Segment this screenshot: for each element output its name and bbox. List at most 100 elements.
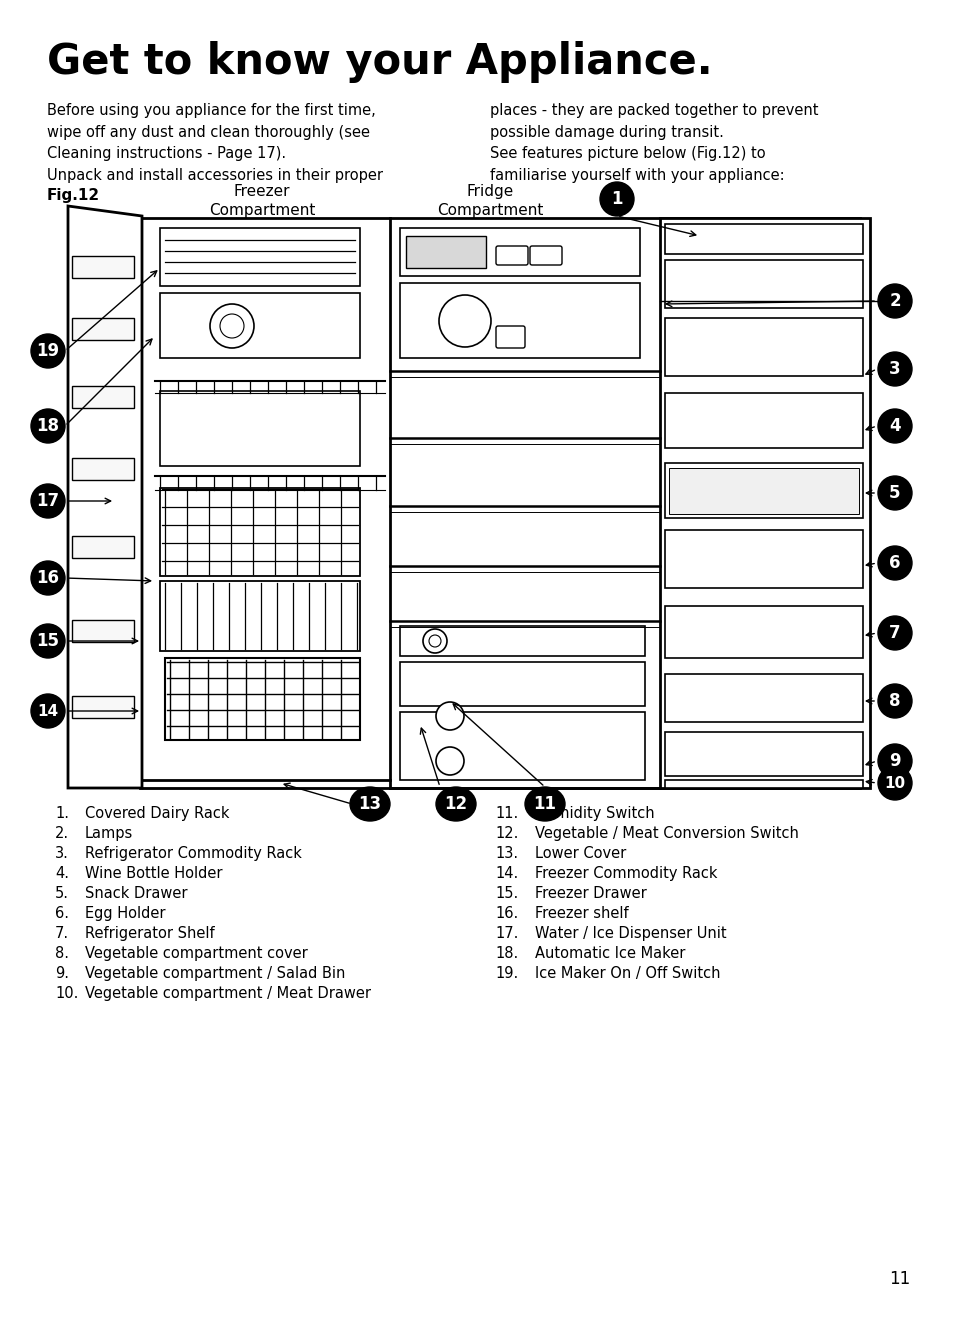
Text: Refrigerator Shelf: Refrigerator Shelf: [85, 926, 214, 941]
FancyBboxPatch shape: [71, 536, 133, 558]
FancyBboxPatch shape: [71, 318, 133, 339]
FancyBboxPatch shape: [664, 318, 862, 375]
Text: places - they are packed together to prevent
possible damage during transit.
See: places - they are packed together to pre…: [490, 103, 818, 183]
Text: 11: 11: [888, 1271, 909, 1288]
Text: 2: 2: [888, 293, 900, 310]
Text: Vegetable / Meat Conversion Switch: Vegetable / Meat Conversion Switch: [535, 826, 798, 840]
Ellipse shape: [350, 787, 390, 822]
FancyBboxPatch shape: [530, 246, 561, 265]
Text: 5.: 5.: [55, 886, 69, 900]
Text: Water / Ice Dispenser Unit: Water / Ice Dispenser Unit: [535, 926, 726, 941]
Circle shape: [429, 635, 440, 647]
Text: 12: 12: [444, 795, 467, 814]
Circle shape: [877, 546, 911, 580]
Text: 3: 3: [888, 359, 900, 378]
Ellipse shape: [524, 787, 564, 822]
Circle shape: [877, 285, 911, 318]
Text: 17: 17: [36, 492, 59, 510]
Text: 13: 13: [358, 795, 381, 814]
Circle shape: [877, 684, 911, 717]
Circle shape: [877, 616, 911, 651]
Circle shape: [30, 334, 65, 367]
FancyBboxPatch shape: [399, 627, 644, 656]
Ellipse shape: [436, 787, 476, 822]
Text: Humidity Switch: Humidity Switch: [535, 806, 654, 822]
Text: 9: 9: [888, 752, 900, 770]
FancyBboxPatch shape: [664, 261, 862, 309]
Text: Lamps: Lamps: [85, 826, 133, 840]
Text: 7: 7: [888, 624, 900, 643]
Text: 13.: 13.: [495, 846, 517, 860]
Text: 7.: 7.: [55, 926, 69, 941]
Text: 10.: 10.: [55, 986, 78, 1001]
Circle shape: [210, 305, 253, 347]
Text: Get to know your Appliance.: Get to know your Appliance.: [47, 41, 712, 83]
Text: 11.: 11.: [495, 806, 517, 822]
Text: 6: 6: [888, 554, 900, 572]
Text: Automatic Ice Maker: Automatic Ice Maker: [535, 946, 684, 961]
Text: Before using you appliance for the first time,
wipe off any dust and clean thoro: Before using you appliance for the first…: [47, 103, 382, 183]
Text: 12.: 12.: [495, 826, 517, 840]
FancyBboxPatch shape: [664, 530, 862, 588]
Circle shape: [436, 747, 463, 775]
Circle shape: [30, 624, 65, 659]
Text: 18: 18: [36, 417, 59, 436]
FancyBboxPatch shape: [71, 696, 133, 717]
Circle shape: [599, 182, 634, 216]
Circle shape: [877, 409, 911, 444]
Text: Vegetable compartment / Salad Bin: Vegetable compartment / Salad Bin: [85, 966, 345, 981]
FancyBboxPatch shape: [399, 663, 644, 705]
Text: Freezer Commodity Rack: Freezer Commodity Rack: [535, 866, 717, 880]
Text: Fridge
Compartment: Fridge Compartment: [436, 184, 542, 218]
Circle shape: [422, 629, 447, 653]
Text: 1: 1: [611, 190, 622, 208]
Text: 10: 10: [883, 775, 904, 791]
Text: 15.: 15.: [495, 886, 517, 900]
FancyBboxPatch shape: [664, 464, 862, 518]
FancyBboxPatch shape: [399, 283, 639, 358]
Text: 9.: 9.: [55, 966, 69, 981]
Text: Freezer Drawer: Freezer Drawer: [535, 886, 646, 900]
Text: 8.: 8.: [55, 946, 69, 961]
Circle shape: [30, 693, 65, 728]
FancyBboxPatch shape: [496, 246, 527, 265]
FancyBboxPatch shape: [160, 228, 359, 286]
Text: Fig.12: Fig.12: [47, 188, 100, 203]
Circle shape: [877, 766, 911, 800]
FancyBboxPatch shape: [664, 393, 862, 448]
FancyBboxPatch shape: [140, 218, 859, 788]
Text: 15: 15: [36, 632, 59, 651]
FancyBboxPatch shape: [160, 581, 359, 651]
Circle shape: [436, 701, 463, 729]
Text: Covered Dairy Rack: Covered Dairy Rack: [85, 806, 230, 822]
FancyBboxPatch shape: [165, 659, 359, 740]
Text: Freezer
Compartment: Freezer Compartment: [209, 184, 314, 218]
Text: 11: 11: [533, 795, 556, 814]
FancyBboxPatch shape: [71, 458, 133, 480]
Circle shape: [30, 409, 65, 444]
Circle shape: [30, 561, 65, 595]
Text: 14.: 14.: [495, 866, 517, 880]
FancyBboxPatch shape: [71, 620, 133, 643]
FancyBboxPatch shape: [664, 224, 862, 254]
Text: 4: 4: [888, 417, 900, 436]
Text: Refrigerator Commodity Rack: Refrigerator Commodity Rack: [85, 846, 301, 860]
Polygon shape: [68, 206, 142, 788]
FancyBboxPatch shape: [664, 673, 862, 721]
FancyBboxPatch shape: [496, 326, 524, 347]
Text: 4.: 4.: [55, 866, 69, 880]
Text: 17.: 17.: [495, 926, 517, 941]
Text: Snack Drawer: Snack Drawer: [85, 886, 188, 900]
Text: 18.: 18.: [495, 946, 517, 961]
FancyBboxPatch shape: [664, 607, 862, 659]
Circle shape: [877, 351, 911, 386]
Text: 19: 19: [36, 342, 59, 359]
Text: 16: 16: [36, 569, 59, 587]
FancyBboxPatch shape: [668, 468, 858, 514]
Text: Lower Cover: Lower Cover: [535, 846, 625, 860]
Text: Wine Bottle Holder: Wine Bottle Holder: [85, 866, 222, 880]
Circle shape: [220, 314, 244, 338]
FancyBboxPatch shape: [406, 236, 485, 269]
Polygon shape: [659, 218, 869, 788]
FancyBboxPatch shape: [664, 780, 862, 788]
